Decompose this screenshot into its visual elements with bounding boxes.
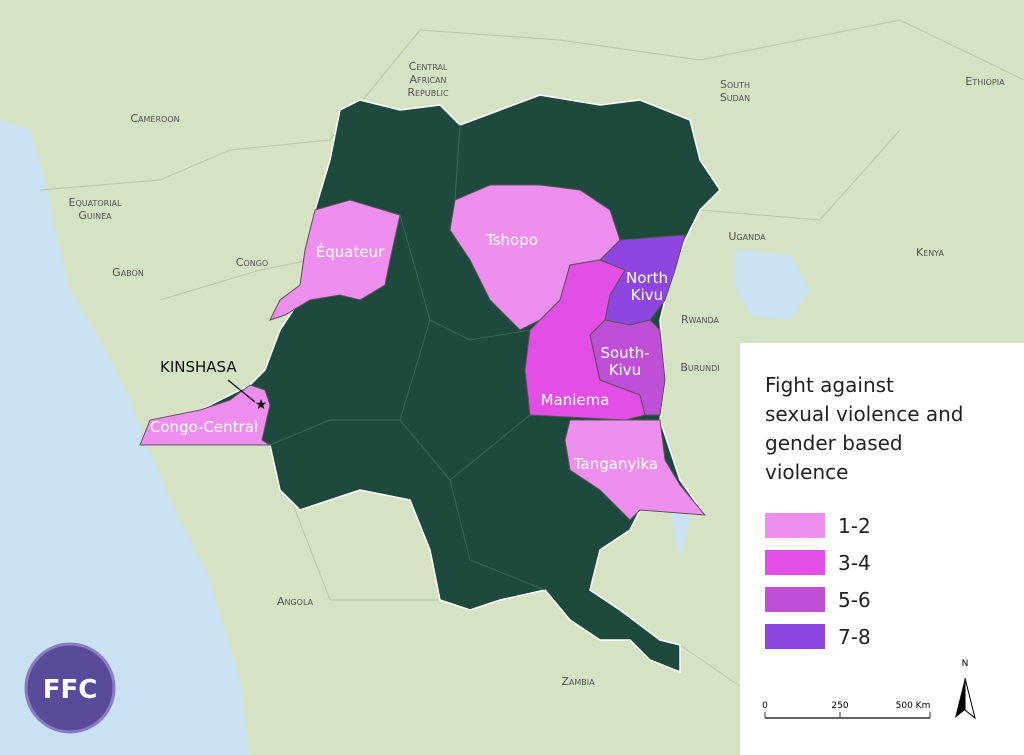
legend-swatch bbox=[765, 550, 825, 575]
country-label: Kenya bbox=[916, 246, 945, 259]
province-label: Maniema bbox=[541, 391, 610, 409]
province-label-line: Maniema bbox=[541, 391, 610, 409]
country-label: Ethiopia bbox=[965, 75, 1005, 88]
internal-borders bbox=[269, 124, 546, 591]
country-label-line: Zambia bbox=[561, 675, 595, 688]
capital-pointer bbox=[227, 379, 256, 403]
country-label-line: Gabon bbox=[112, 266, 144, 279]
country-label-line: Republic bbox=[407, 86, 449, 99]
country-label-line: Uganda bbox=[728, 230, 766, 243]
province-label: Tshopo bbox=[485, 231, 538, 249]
scale-label: 500 Km bbox=[896, 701, 931, 711]
legend-box bbox=[740, 343, 1024, 755]
province-label-line: Tanganyika bbox=[573, 455, 658, 473]
province-label: South-Kivu bbox=[600, 344, 649, 379]
logo-text: FFC bbox=[43, 675, 98, 705]
legend-title: Fight against bbox=[765, 373, 894, 397]
logo bbox=[24, 642, 116, 734]
country-label-line: Angola bbox=[277, 595, 314, 608]
province-label: North Kivu bbox=[626, 269, 668, 304]
country-label-line: Equatorial bbox=[69, 196, 123, 209]
country-label-line: Burundi bbox=[680, 361, 719, 374]
country-labels: Central African Republic South Sudan Ethiopia… bbox=[69, 60, 1006, 688]
province-label-line: Kivu bbox=[631, 286, 663, 304]
country-label-line: Ethiopia bbox=[965, 75, 1005, 88]
country-label-line: Cameroon bbox=[130, 112, 179, 125]
legend-swatch bbox=[765, 513, 825, 538]
country-label-line: Rwanda bbox=[681, 313, 720, 326]
north-arrow bbox=[964, 677, 976, 720]
country-label-line: South bbox=[720, 78, 750, 91]
country-label-line: African bbox=[409, 73, 446, 86]
country-label: Zambia bbox=[561, 675, 595, 688]
province-shapes bbox=[139, 184, 707, 521]
legend-title: sexual violence and bbox=[765, 402, 964, 426]
country-label: Central African Republic bbox=[407, 60, 449, 99]
country-label-line: Kenya bbox=[916, 246, 945, 259]
province-label-line: North bbox=[626, 269, 668, 287]
country-label-line: Sudan bbox=[720, 91, 750, 104]
province-label: Congo-Central bbox=[150, 418, 258, 436]
country-label: Rwanda bbox=[681, 313, 720, 326]
country-label-line: Congo bbox=[236, 256, 268, 269]
country-label: Congo bbox=[236, 256, 268, 269]
scale-label: 0 bbox=[762, 701, 768, 711]
country-label: Burundi bbox=[680, 361, 719, 374]
legend-label: 5-6 bbox=[838, 588, 871, 612]
ocean bbox=[0, 120, 250, 755]
province-label-line: Congo-Central bbox=[150, 418, 258, 436]
province-label-line: South- bbox=[600, 344, 649, 362]
lake bbox=[735, 250, 810, 320]
country-label: South Sudan bbox=[720, 78, 750, 104]
legend-swatch bbox=[765, 624, 825, 649]
country-label: Gabon bbox=[112, 266, 144, 279]
scale-label: 250 bbox=[831, 701, 848, 711]
north-label: N bbox=[962, 659, 969, 669]
capital-star: ★ bbox=[255, 397, 268, 413]
province-label: Équateur bbox=[316, 242, 385, 261]
legend-label: 3-4 bbox=[838, 551, 871, 575]
capital-label: KINSHASA bbox=[160, 358, 237, 376]
legend-title: gender based bbox=[765, 431, 903, 455]
legend-swatch bbox=[765, 587, 825, 612]
province-label-line: Kivu bbox=[609, 361, 641, 379]
country-label: Equatorial Guinea bbox=[69, 196, 123, 222]
province-label-line: Tshopo bbox=[485, 231, 538, 249]
country-label: Angola bbox=[277, 595, 314, 608]
province-label: Tanganyika bbox=[573, 455, 658, 473]
province-label-line: Équateur bbox=[316, 242, 385, 261]
country-label: Uganda bbox=[728, 230, 766, 243]
north-arrow bbox=[955, 678, 965, 718]
scale: 0 250 500 Km bbox=[762, 701, 931, 718]
legend-label: 1-2 bbox=[838, 514, 871, 538]
legend-label: 7-8 bbox=[838, 625, 871, 649]
legend-title: violence bbox=[765, 460, 848, 484]
country-label-line: Guinea bbox=[78, 209, 112, 222]
legend: Fight against sexual violence and gender b… bbox=[765, 373, 964, 649]
country-label: Cameroon bbox=[130, 112, 179, 125]
country-label-line: Central bbox=[409, 60, 448, 73]
